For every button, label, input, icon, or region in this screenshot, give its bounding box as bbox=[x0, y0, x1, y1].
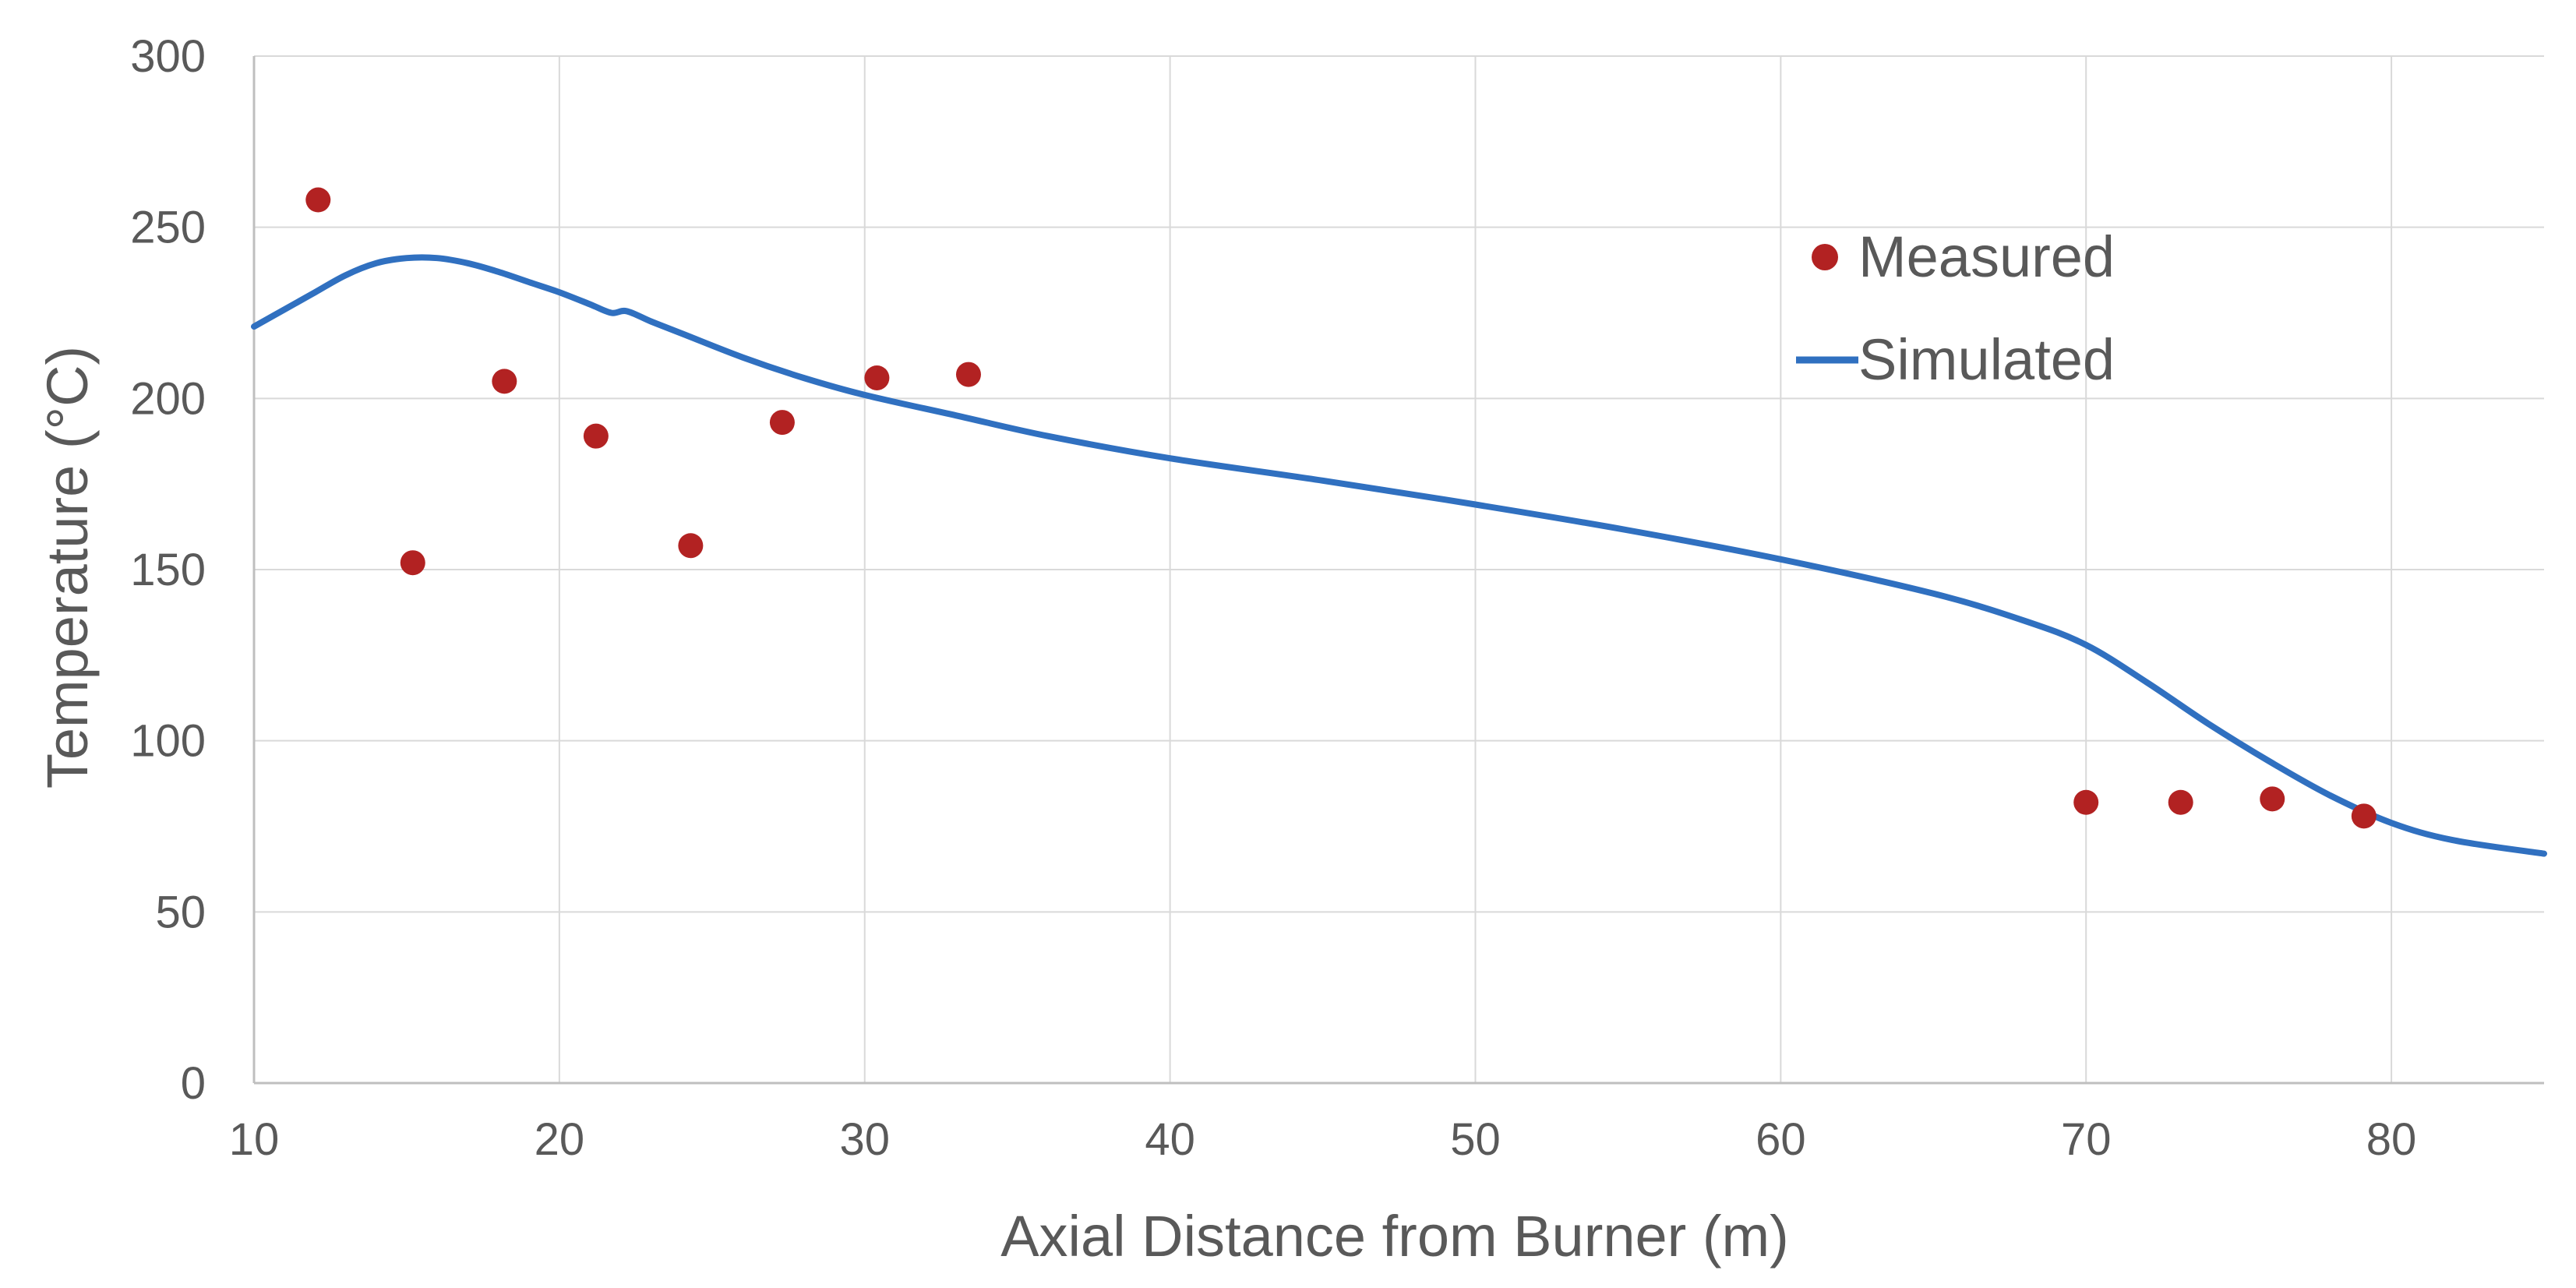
legend-simulated-label: Simulated bbox=[1858, 327, 2115, 392]
legend-measured-marker bbox=[1812, 244, 1838, 270]
measured-point bbox=[955, 362, 981, 387]
y-tick-label: 150 bbox=[130, 545, 206, 595]
axes bbox=[252, 56, 2544, 1085]
tick-labels: 0 50 100 150 200 250 300 10 20 30 40 50 60 70 80 bbox=[130, 31, 2416, 1165]
data-series bbox=[251, 187, 2547, 857]
x-tick-label: 80 bbox=[2366, 1114, 2417, 1165]
measured-point bbox=[305, 187, 331, 213]
measured-point bbox=[400, 550, 425, 576]
legend-measured-label: Measured bbox=[1858, 224, 2115, 289]
x-tick-label: 50 bbox=[1450, 1114, 1501, 1165]
x-tick-label: 20 bbox=[535, 1114, 585, 1165]
y-tick-label: 0 bbox=[181, 1058, 206, 1109]
y-tick-label: 50 bbox=[155, 887, 206, 937]
measured-point bbox=[769, 410, 795, 436]
measured-point bbox=[864, 365, 890, 390]
y-axis-title: Temperature (°C) bbox=[35, 346, 100, 789]
measured-point bbox=[2073, 789, 2099, 815]
x-tick-label: 60 bbox=[1756, 1114, 1806, 1165]
y-tick-label: 300 bbox=[130, 31, 206, 82]
x-tick-label: 70 bbox=[2061, 1114, 2112, 1165]
measured-point bbox=[678, 533, 704, 559]
measured-point bbox=[2168, 789, 2193, 815]
y-tick-label: 200 bbox=[130, 373, 206, 424]
x-tick-label: 30 bbox=[839, 1114, 890, 1165]
grid-lines bbox=[254, 55, 2544, 1083]
x-tick-label: 40 bbox=[1145, 1114, 1195, 1165]
x-tick-label: 10 bbox=[229, 1114, 280, 1165]
x-axis-title: Axial Distance from Burner (m) bbox=[1000, 1204, 1789, 1269]
legend: Measured Simulated bbox=[1796, 224, 2115, 392]
measured-point bbox=[492, 369, 517, 394]
measured-point bbox=[583, 423, 609, 449]
measured-point bbox=[2260, 786, 2285, 812]
y-tick-label: 100 bbox=[130, 716, 206, 767]
simulated-series-line bbox=[251, 254, 2547, 857]
y-tick-label: 250 bbox=[130, 203, 206, 253]
measured-point bbox=[2351, 803, 2377, 829]
